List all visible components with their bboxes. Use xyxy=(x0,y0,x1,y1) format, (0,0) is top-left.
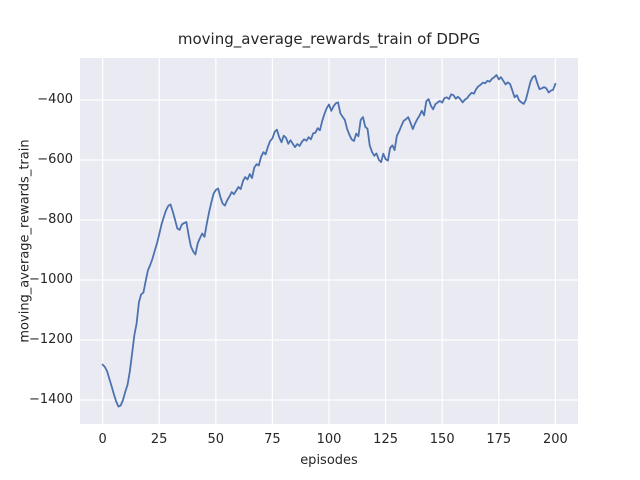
x-tick-label: 75 xyxy=(264,432,281,447)
x-tick-label: 125 xyxy=(373,432,399,447)
y-tick-label: −800 xyxy=(37,212,73,227)
x-tick-label: 150 xyxy=(429,432,455,447)
y-axis-label: moving_average_rewards_train xyxy=(17,139,33,343)
x-tick-label: 0 xyxy=(98,432,107,447)
reward-line-series xyxy=(101,74,557,408)
x-tick-label: 175 xyxy=(486,432,512,447)
y-tick-label: −1200 xyxy=(29,332,73,347)
y-tick-label: −1000 xyxy=(29,272,73,287)
y-tick-label: −600 xyxy=(37,152,73,167)
y-tick-label: −1400 xyxy=(29,392,73,407)
chart-title: moving_average_rewards_train of DDPG xyxy=(177,30,481,48)
y-tick-label: −400 xyxy=(37,92,73,107)
x-tick-label: 100 xyxy=(316,432,342,447)
x-tick-label: 50 xyxy=(207,432,225,447)
x-axis-label: episodes xyxy=(300,453,358,468)
x-tick-label: 200 xyxy=(542,432,568,447)
x-tick-label: 25 xyxy=(150,432,168,447)
